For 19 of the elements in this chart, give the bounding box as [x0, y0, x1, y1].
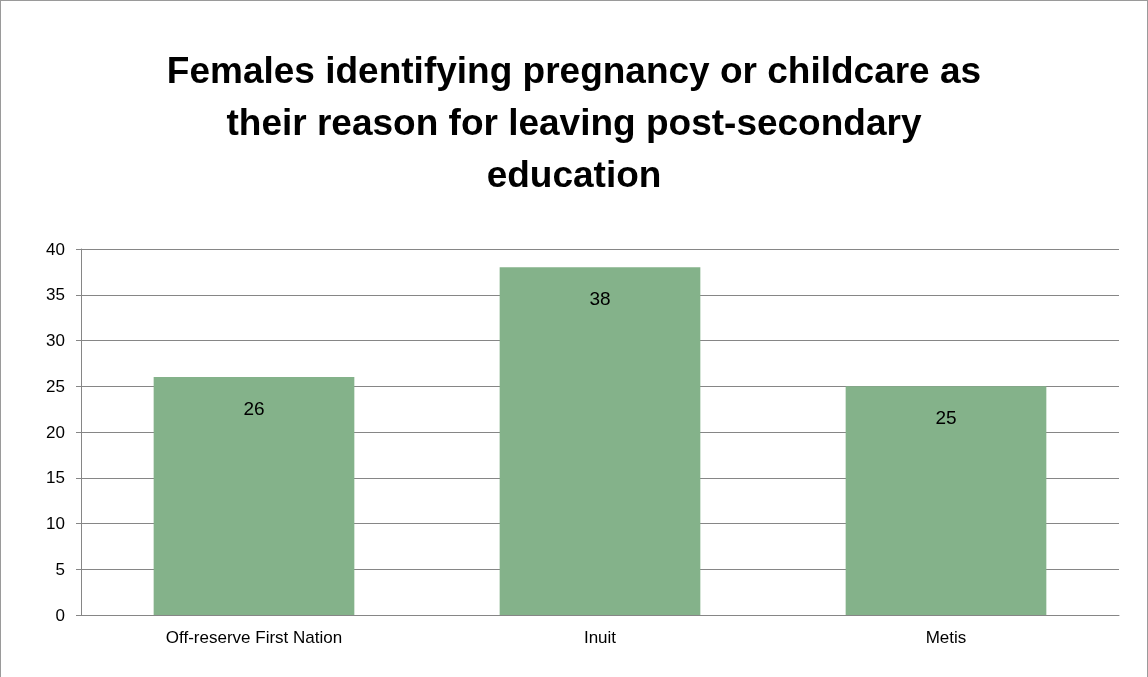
y-tick-label: 20: [46, 422, 65, 442]
data-label: 38: [589, 288, 611, 310]
data-label: 26: [243, 398, 265, 420]
bar: [845, 386, 1047, 615]
y-tick-label: 15: [46, 468, 65, 488]
y-tick-label: 10: [46, 514, 65, 533]
bar: [499, 267, 701, 615]
y-tick-label: 0: [55, 605, 65, 625]
x-tick-label: Inuit: [583, 628, 617, 647]
data-label: 25: [935, 407, 957, 429]
chart-title: Females identifying pregnancy or childcare as their reason for leaving post-secondary education: [166, 49, 982, 195]
y-tick-label: 35: [46, 285, 65, 305]
bar: [153, 377, 355, 615]
x-tick-label: Off-reserve First Nation: [165, 628, 343, 647]
y-tick-label: 30: [46, 331, 65, 350]
y-tick-label: 40: [46, 239, 65, 259]
y-tick-label: 5: [55, 559, 65, 579]
x-tick-label: Metis: [925, 628, 967, 647]
y-tick-label: 25: [46, 376, 65, 396]
